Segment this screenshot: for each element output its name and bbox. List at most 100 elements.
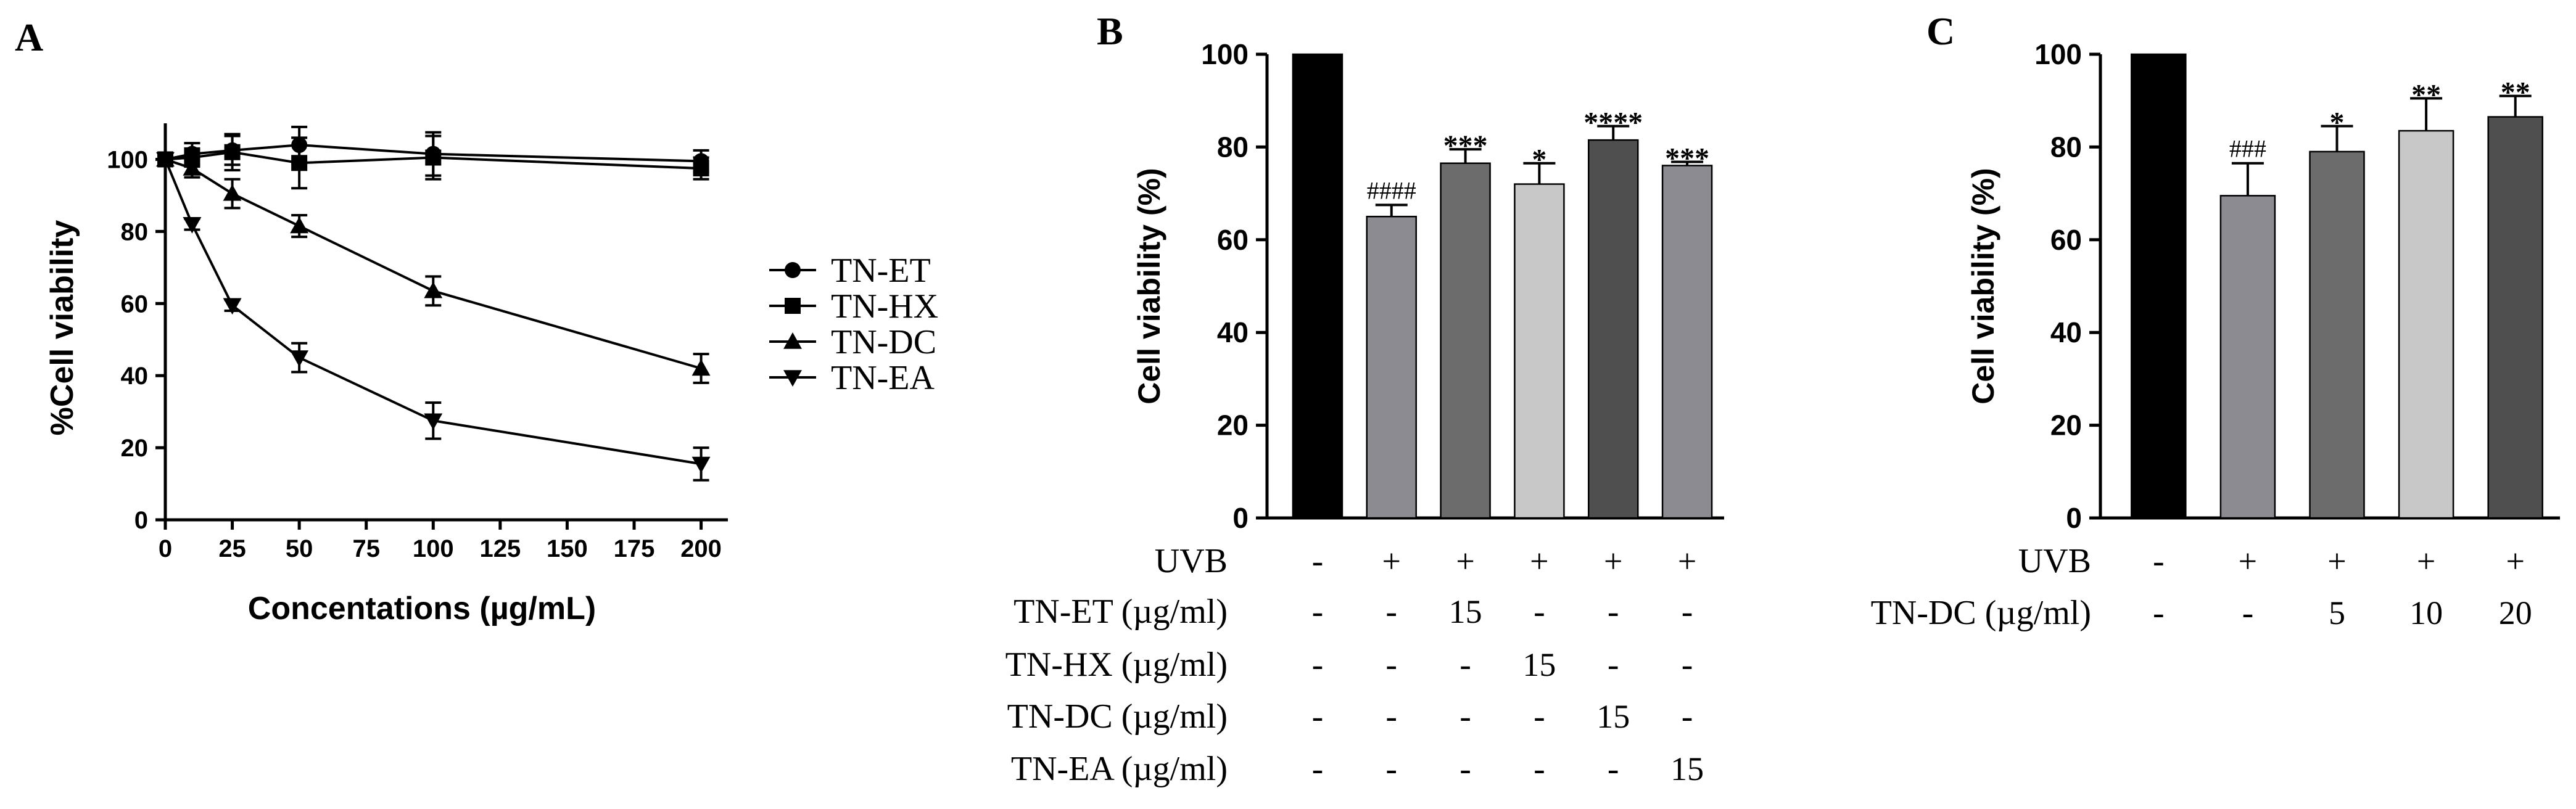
panel-b-treatment-cell: -	[1459, 750, 1471, 788]
panel-c-letter: C	[1926, 9, 1955, 53]
data-point-tn-dc	[290, 216, 309, 234]
panel-c-y-tick-label: 100	[2034, 38, 2082, 70]
data-point-tn-ea	[290, 350, 309, 367]
panel-b-treatment-cell: +	[1678, 543, 1696, 580]
panel-b-treatment-cell: 15	[1596, 698, 1630, 735]
data-point-tn-ea	[223, 298, 242, 315]
panel-c-y-tick-label: 40	[2050, 316, 2082, 348]
legend-marker-tn-ea	[783, 370, 802, 387]
panel-a-line-chart: 0 20 40 60 80 100 0 25 50 75 100 125 150 175 200 Concen…	[44, 123, 938, 626]
panel-b-treatment-cell: -	[1608, 646, 1619, 684]
panel-b-treatment-cell: +	[1604, 543, 1622, 580]
panel-b-treatment-cell: -	[1608, 593, 1619, 631]
panel-c-y-tick-label: 80	[2050, 131, 2082, 163]
panel-b-bar-2	[1366, 215, 1417, 519]
legend-marker-tn-dc	[783, 332, 802, 349]
panel-c-bar-1	[2131, 53, 2187, 519]
panel-b-treatment-cell: -	[1534, 750, 1545, 788]
panel-b-bar-5	[1588, 139, 1639, 519]
panel-c-bar-3	[2309, 150, 2365, 519]
panel-b-treatment-row-label: TN-HX (µg/ml)	[1005, 646, 1228, 684]
panel-a-x-tick-label: 100	[413, 535, 454, 562]
legend-label-tn-et: TN-ET	[831, 252, 931, 290]
panel-a-x-tick-label: 125	[479, 535, 521, 562]
panel-a-x-tick-label: 175	[614, 535, 655, 562]
panel-a-y-axis-label: %Cell viability	[44, 220, 80, 436]
panel-c-treatment-cell: -	[2153, 594, 2165, 632]
panel-b-treatment-cell: -	[1682, 593, 1693, 631]
data-point-tn-dc	[424, 281, 443, 298]
panel-c-treatment-cell: 5	[2329, 594, 2345, 631]
panel-b-significance-label-5: ****	[1583, 107, 1643, 139]
panel-c-bar-4	[2398, 129, 2454, 519]
panel-b-treatment-cell: -	[1385, 593, 1397, 631]
panel-a-y-tick-label: 20	[121, 435, 149, 462]
panel-a-x-tick-label: 0	[159, 535, 172, 562]
panel-c-y-tick-label: 20	[2050, 409, 2082, 441]
panel-b-treatment-cell: -	[1312, 593, 1324, 631]
panel-a-y-tick-label: 0	[134, 507, 148, 534]
panel-b-treatment-cell: 15	[1522, 646, 1556, 683]
panel-b-treatment-cell: -	[1534, 697, 1545, 736]
data-point-tn-dc	[183, 159, 202, 176]
panel-b-treatment-cell: -	[1385, 697, 1397, 736]
panel-a-x-tick-label: 150	[547, 535, 588, 562]
panel-b-significance-label-3: ***	[1443, 129, 1488, 162]
legend-label-tn-dc: TN-DC	[831, 323, 936, 361]
panel-b-y-tick-label: 20	[1217, 409, 1249, 441]
data-point-tn-dc	[691, 359, 711, 376]
panel-b-y-tick-label: 60	[1217, 224, 1249, 256]
panel-c-treatment-cell: -	[2153, 542, 2165, 580]
data-point-tn-hx	[291, 155, 308, 171]
panel-a-x-axis-label: Concentations (µg/mL)	[248, 591, 596, 626]
panel-a-y-tick-label: 40	[121, 363, 149, 390]
panel-c-bar-5	[2487, 116, 2543, 519]
panel-c-treatment-cell: +	[2417, 543, 2435, 580]
series-line-tn-dc	[165, 158, 702, 370]
panel-c-significance-label-4: **	[2411, 78, 2441, 111]
panel-c-y-axis-label: Cell viability (%)	[1966, 168, 2000, 404]
panel-a-y-tick-label: 100	[107, 146, 148, 173]
panel-b-treatment-row-label: TN-ET (µg/ml)	[1013, 593, 1228, 631]
panel-b-y-axis-label: Cell viability (%)	[1132, 168, 1166, 404]
series-line-tn-ea	[164, 158, 701, 466]
data-point-tn-hx	[425, 149, 442, 166]
panel-b-treatment-cell: +	[1456, 543, 1474, 580]
panel-b-treatment-row-label: TN-EA (µg/ml)	[1011, 750, 1228, 788]
panel-b-treatment-cell: -	[1385, 750, 1397, 788]
panel-c-treatment-cell: +	[2327, 543, 2346, 580]
panel-b-treatment-cell: -	[1608, 750, 1619, 788]
panel-a-x-tick-label: 25	[218, 535, 246, 562]
panel-b-significance-label-2: ####	[1367, 176, 1416, 204]
panel-c-bar-2	[2219, 195, 2276, 519]
legend-label-tn-ea: TN-EA	[831, 359, 935, 397]
panel-b-significance-label-6: ***	[1665, 142, 1709, 175]
panel-c-y-tick-label: 0	[2066, 502, 2082, 534]
panel-b-y-tick-label: 40	[1217, 316, 1249, 348]
data-point-tn-ea	[156, 152, 175, 169]
panel-b-significance-label-4: *	[1532, 144, 1546, 176]
data-point-tn-ea	[183, 216, 202, 234]
panel-b-treatment-cell: -	[1385, 646, 1397, 684]
panel-b-treatment-cell: +	[1530, 543, 1548, 580]
legend-label-tn-hx: TN-HX	[831, 287, 938, 326]
legend-marker-tn-et	[785, 262, 801, 278]
panel-b-letter: B	[1097, 9, 1123, 53]
panel-a-y-tick-label: 80	[121, 218, 149, 245]
panel-b-bar-4	[1514, 183, 1565, 519]
data-point-tn-dc	[223, 184, 242, 201]
panel-c-treatment-row-label: TN-DC (µg/ml)	[1871, 594, 2091, 632]
data-point-tn-hx	[693, 160, 709, 177]
data-point-tn-hx	[224, 144, 241, 160]
panel-c-significance-label-2: ###	[2229, 135, 2266, 163]
panel-b-bar-3	[1440, 162, 1491, 519]
panel-b-y-tick-label: 0	[1232, 502, 1249, 534]
panel-c-treatment-cell: +	[2506, 543, 2524, 580]
panel-a-x-tick-label: 200	[680, 535, 722, 562]
data-point-tn-ea	[691, 456, 711, 474]
panel-a-x-tick-label: 75	[352, 535, 380, 562]
panel-b-treatment-cell: 15	[1670, 750, 1704, 787]
panel-b-treatment-cell: -	[1312, 646, 1324, 684]
